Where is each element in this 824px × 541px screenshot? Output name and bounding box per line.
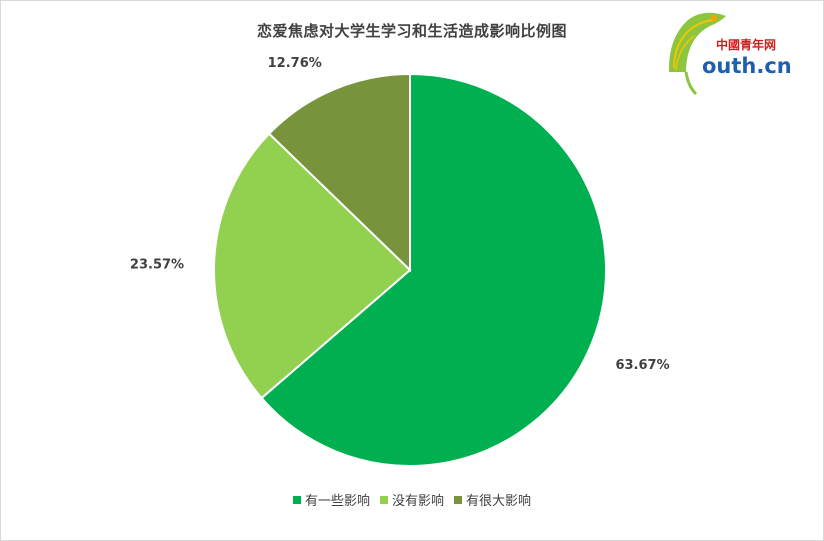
legend-swatch — [379, 495, 388, 504]
logo-en-text: outh.cn — [702, 54, 792, 78]
legend-swatch — [454, 495, 462, 504]
pie-slice — [213, 132, 412, 400]
legend-item: 有一些影响 — [292, 490, 370, 509]
chart-legend: 有一些影响 没有影响 有很大影响 — [0, 490, 824, 509]
pie-slice — [267, 72, 411, 273]
legend-swatch — [292, 495, 301, 504]
legend-item: 没有影响 — [379, 490, 444, 509]
pie-slice — [260, 72, 607, 467]
ginkgo-leaf-icon — [668, 12, 726, 96]
data-label: 12.76% — [268, 56, 322, 71]
legend-label: 没有影响 — [391, 494, 444, 509]
data-label: 63.67% — [615, 358, 669, 373]
legend-label: 有一些影响 — [304, 494, 370, 509]
chart-title: 恋爱焦虑对大学生学习和生活造成影响比例图 — [256, 22, 567, 40]
legend-item: 有很大影响 — [454, 490, 531, 509]
legend-label: 有很大影响 — [466, 494, 532, 509]
data-label: 23.57% — [130, 258, 184, 273]
youth-cn-logo: 中國青年网 outh.cn — [664, 10, 814, 100]
logo-cn-text: 中國青年网 — [716, 38, 777, 52]
